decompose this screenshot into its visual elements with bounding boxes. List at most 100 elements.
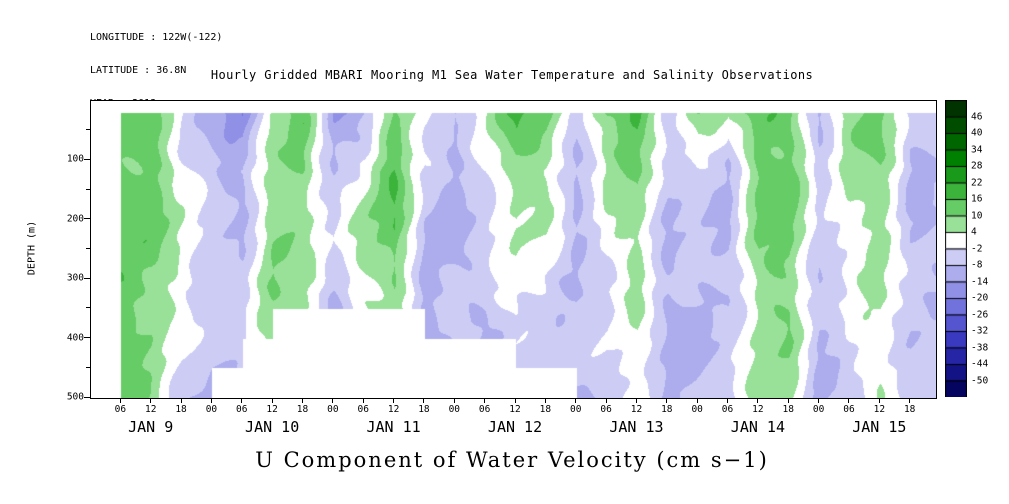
x-tick-label: 06 bbox=[721, 404, 734, 415]
day-label: JAN 10 bbox=[245, 418, 300, 436]
x-tick bbox=[362, 398, 364, 403]
colorbar-tick-label: -26 bbox=[971, 309, 989, 320]
x-tick bbox=[180, 398, 182, 403]
x-axis-title: U Component of Water Velocity (cm s−1) bbox=[255, 448, 769, 472]
colorbar-tick-label: -44 bbox=[971, 358, 989, 370]
x-tick-label: 06 bbox=[600, 404, 612, 415]
day-label: JAN 9 bbox=[128, 418, 174, 436]
y-minor-tick bbox=[86, 188, 90, 190]
day-label: JAN 15 bbox=[852, 418, 907, 436]
x-tick bbox=[302, 398, 303, 403]
day-label: JAN 12 bbox=[487, 418, 543, 436]
x-tick bbox=[514, 398, 516, 403]
y-tick bbox=[84, 277, 90, 279]
x-tick-label: 12 bbox=[752, 404, 764, 415]
y-minor-tick bbox=[86, 366, 90, 368]
x-tick bbox=[878, 398, 880, 403]
x-tick-label: 18 bbox=[661, 404, 673, 415]
colorbar-canvas bbox=[945, 100, 967, 397]
x-tick bbox=[271, 398, 273, 403]
x-tick-label: 06 bbox=[478, 404, 491, 415]
x-tick-label: 18 bbox=[782, 404, 794, 415]
x-tick-label: 00 bbox=[812, 404, 825, 415]
y-tick bbox=[84, 337, 90, 339]
x-tick bbox=[757, 398, 759, 403]
x-tick-label: 18 bbox=[175, 404, 187, 415]
colorbar-tick-label: 4 bbox=[971, 226, 977, 238]
day-label: JAN 14 bbox=[730, 418, 785, 436]
colorbar-tick-label: -38 bbox=[971, 342, 989, 353]
colorbar-tick-label: -2 bbox=[971, 243, 983, 254]
x-tick bbox=[423, 398, 425, 403]
y-minor-tick bbox=[86, 307, 90, 309]
x-tick bbox=[848, 398, 850, 403]
x-tick-label: 18 bbox=[296, 404, 309, 415]
info-longitude: LONGITUDE : 122W(-122) bbox=[90, 32, 223, 43]
x-tick-label: 00 bbox=[448, 404, 461, 415]
x-tick bbox=[332, 398, 334, 403]
x-tick bbox=[635, 398, 637, 403]
colorbar bbox=[945, 100, 967, 397]
colorbar-tick-label: 46 bbox=[971, 111, 983, 122]
x-tick bbox=[453, 398, 455, 403]
x-tick-label: 12 bbox=[509, 404, 521, 415]
x-tick bbox=[241, 398, 243, 403]
x-tick bbox=[575, 398, 577, 403]
chart-title: Hourly Gridded MBARI Mooring M1 Sea Wate… bbox=[210, 68, 814, 82]
x-tick bbox=[393, 398, 395, 403]
x-tick-label: 12 bbox=[873, 404, 886, 415]
colorbar-tick-label: -32 bbox=[971, 325, 989, 337]
x-tick-label: 00 bbox=[327, 404, 339, 415]
y-minor-tick bbox=[86, 248, 90, 249]
x-tick bbox=[119, 398, 121, 403]
x-tick bbox=[727, 398, 729, 403]
x-tick bbox=[210, 398, 212, 403]
x-tick-label: 12 bbox=[387, 404, 400, 415]
x-tick bbox=[484, 398, 486, 403]
plot-area bbox=[90, 100, 937, 399]
x-tick-label: 00 bbox=[691, 404, 703, 415]
y-tick-label: 500 bbox=[66, 391, 84, 403]
colorbar-tick-label: -50 bbox=[971, 375, 989, 386]
colorbar-tick-label: 10 bbox=[971, 210, 983, 221]
colorbar-tick-label: -8 bbox=[971, 259, 983, 271]
x-tick bbox=[605, 398, 607, 403]
y-minor-tick bbox=[86, 129, 90, 131]
colorbar-tick-label: 34 bbox=[971, 144, 983, 155]
x-tick bbox=[909, 398, 911, 403]
x-tick bbox=[787, 398, 789, 403]
y-tick bbox=[84, 396, 90, 398]
y-tick-label: 200 bbox=[66, 213, 84, 225]
x-tick-label: 06 bbox=[114, 404, 127, 415]
info-latitude: LATITUDE : 36.8N bbox=[90, 65, 187, 76]
x-tick-label: 12 bbox=[630, 404, 643, 415]
x-tick-label: 12 bbox=[266, 404, 278, 415]
y-tick-label: 400 bbox=[66, 332, 84, 344]
day-label: JAN 13 bbox=[609, 418, 664, 436]
x-tick bbox=[666, 398, 668, 403]
heatmap-canvas bbox=[91, 101, 936, 398]
x-tick bbox=[818, 398, 820, 403]
x-tick bbox=[544, 398, 546, 403]
x-tick-label: 18 bbox=[539, 404, 552, 415]
colorbar-tick-label: -14 bbox=[971, 276, 989, 287]
x-tick-label: 00 bbox=[205, 404, 218, 415]
x-tick bbox=[696, 398, 698, 403]
y-tick-label: 300 bbox=[66, 272, 84, 284]
day-label: JAN 11 bbox=[366, 418, 421, 436]
y-tick bbox=[84, 158, 90, 160]
colorbar-tick-label: 22 bbox=[971, 177, 983, 188]
colorbar-tick-label: 40 bbox=[971, 127, 983, 139]
y-tick bbox=[84, 218, 90, 220]
colorbar-tick-label: 16 bbox=[971, 193, 983, 205]
x-tick bbox=[150, 398, 152, 403]
x-tick-label: 06 bbox=[236, 404, 248, 415]
colorbar-tick-label: 28 bbox=[971, 160, 983, 172]
y-axis-label: DEPTH (m) bbox=[26, 220, 38, 276]
x-tick-label: 18 bbox=[903, 404, 916, 415]
x-tick-label: 06 bbox=[843, 404, 855, 415]
y-tick-label: 100 bbox=[66, 153, 84, 165]
x-tick-label: 18 bbox=[418, 404, 430, 415]
x-tick-label: 06 bbox=[357, 404, 369, 415]
